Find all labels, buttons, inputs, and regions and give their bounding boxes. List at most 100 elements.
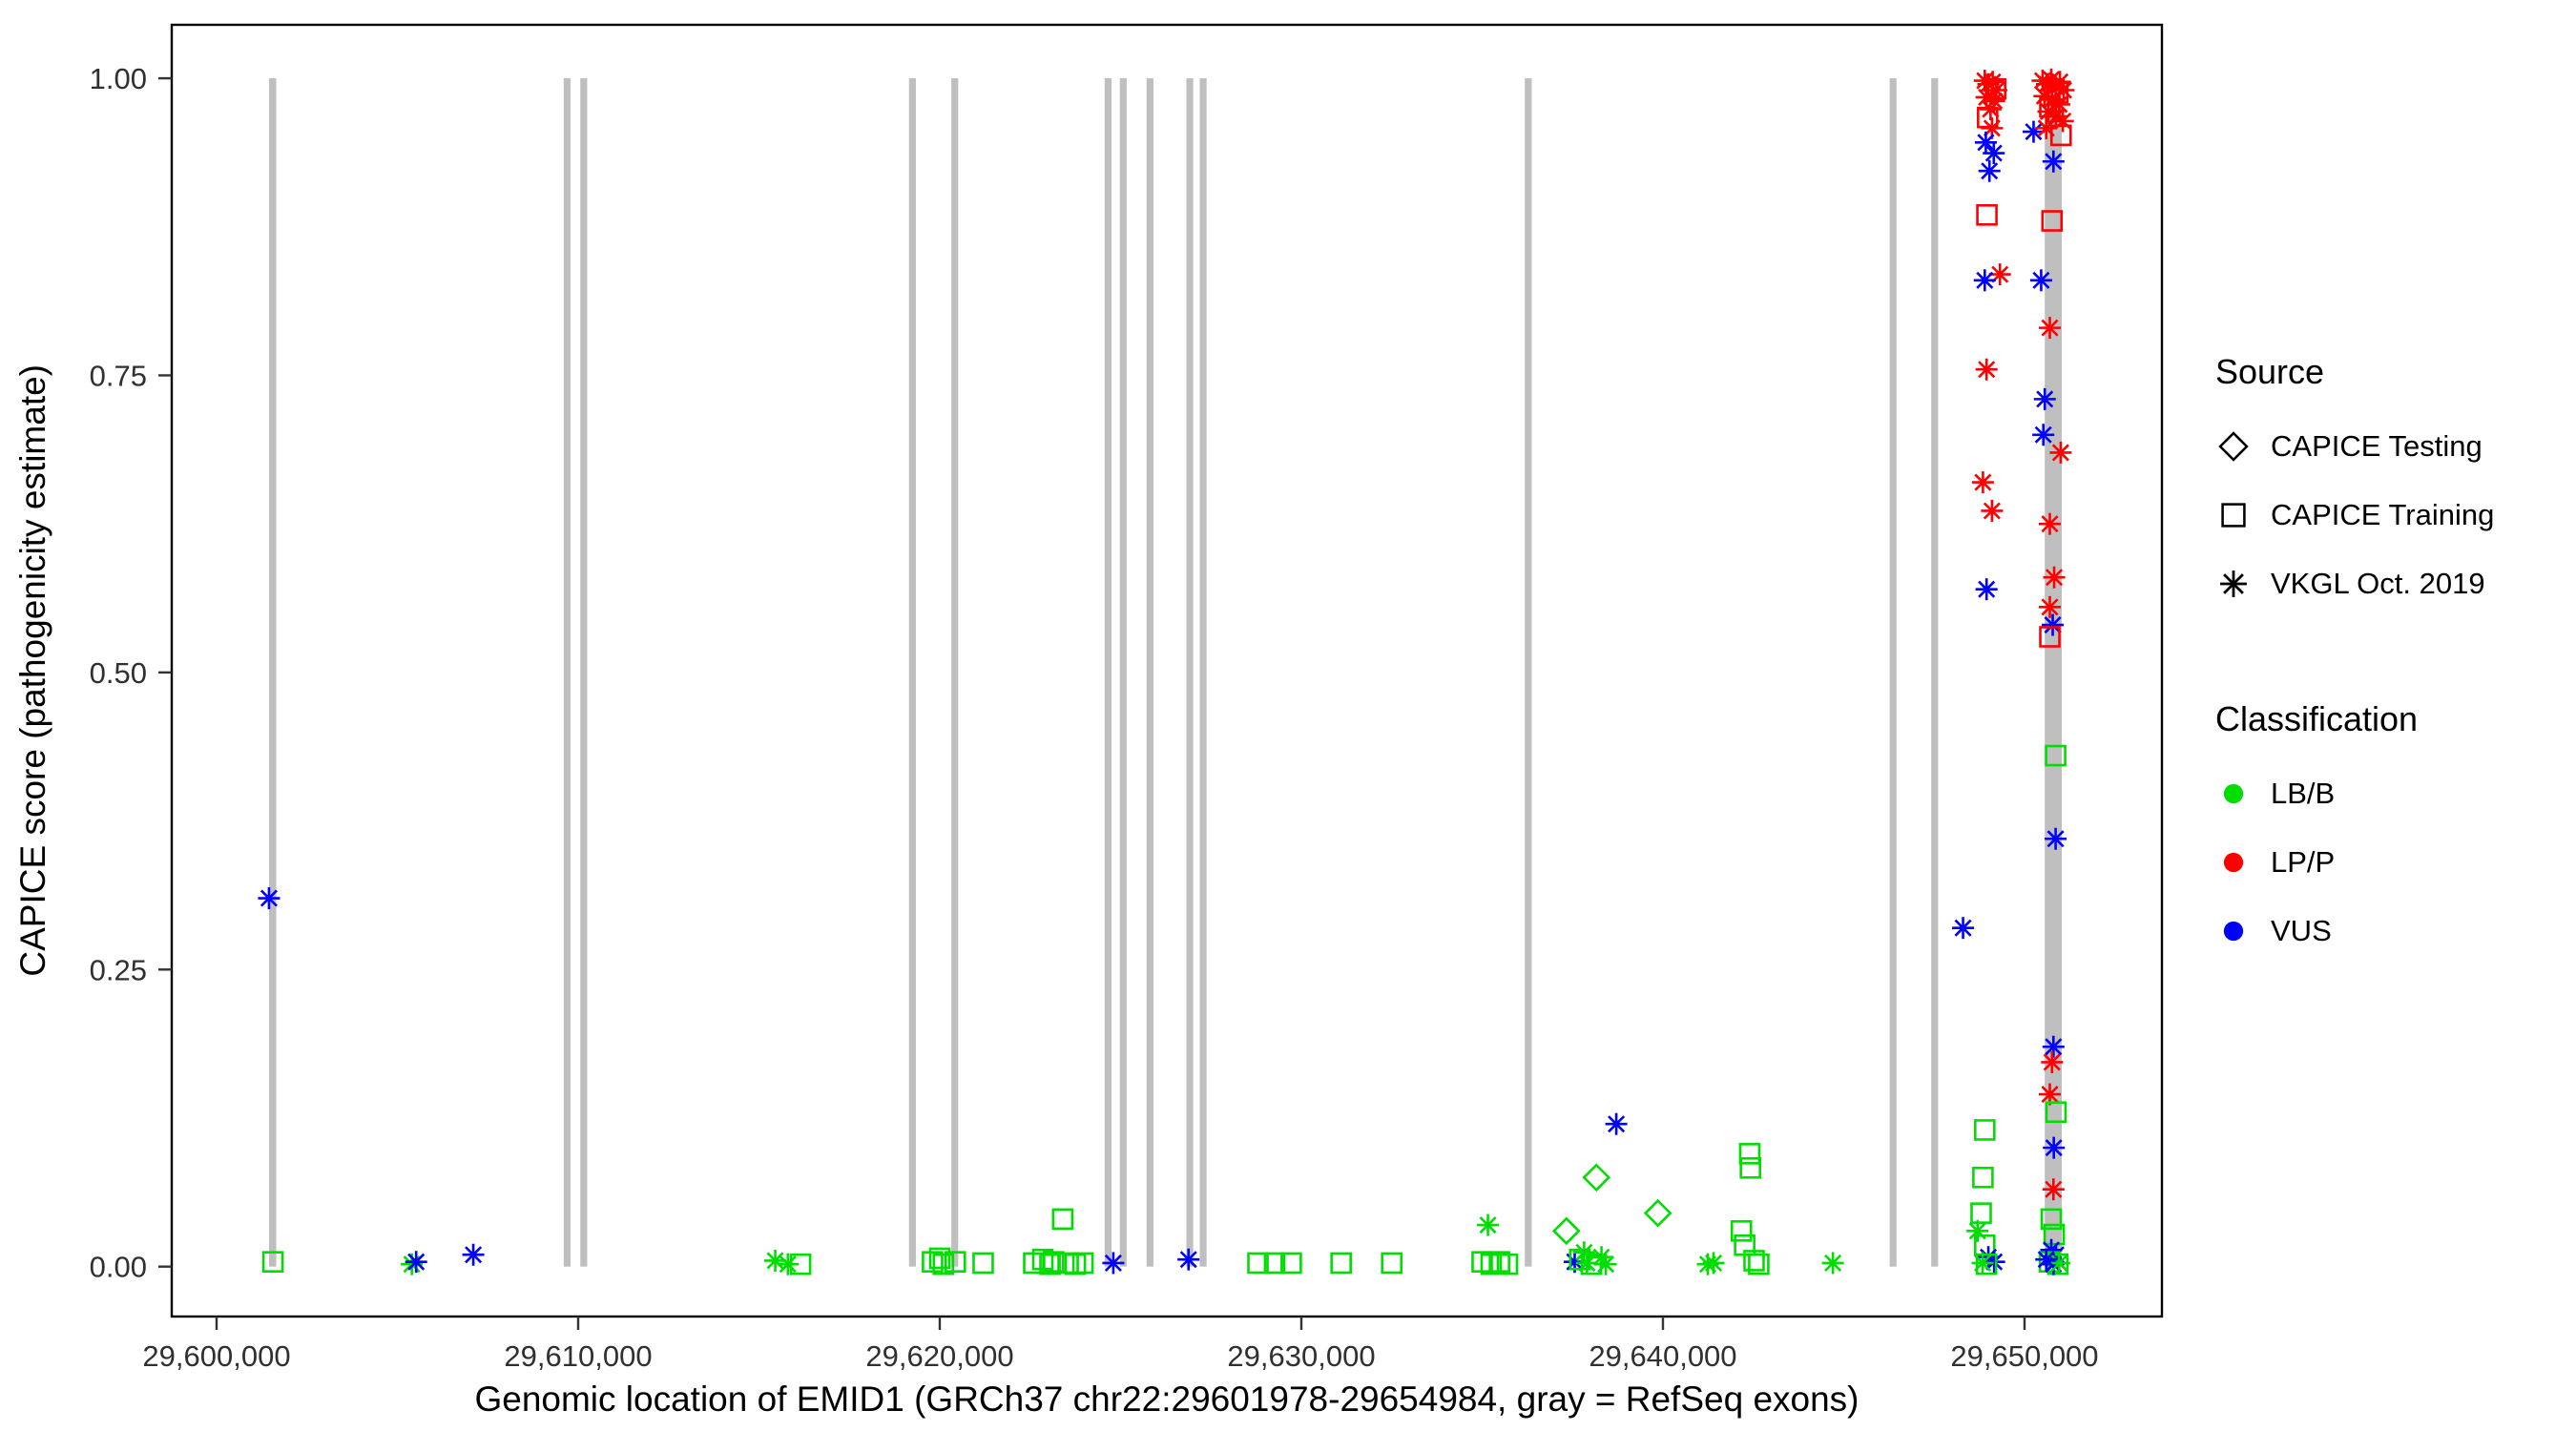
data-point-asterisk — [462, 1243, 485, 1266]
data-point-square — [1976, 204, 1998, 226]
y-tick-label: 0.00 — [90, 1251, 147, 1284]
exon-bar — [1525, 78, 1532, 1267]
legend: Source CAPICE Testing CAPICE Training — [2215, 351, 2494, 965]
classification-dot — [2223, 921, 2244, 942]
data-point-square — [1748, 1253, 1770, 1275]
data-point-asterisk — [2041, 1050, 2064, 1073]
exon-bar — [2045, 78, 2063, 1267]
data-point-asterisk — [1605, 1112, 1628, 1135]
y-tick-label: 0.25 — [90, 953, 147, 986]
data-point-square — [2049, 124, 2072, 147]
x-tick-label: 29,610,000 — [504, 1339, 652, 1373]
legend-item-vus: VUS — [2215, 897, 2494, 965]
asterisk-icon — [2220, 570, 2247, 597]
data-point-square — [1743, 1250, 1765, 1272]
data-point-square — [944, 1251, 966, 1274]
data-point-asterisk — [2022, 120, 2045, 143]
data-point-square — [928, 1247, 951, 1270]
x-tick-label: 29,620,000 — [865, 1339, 1013, 1373]
data-point-asterisk — [1973, 269, 1996, 292]
data-point-square — [2045, 744, 2067, 767]
legend-item-label: VUS — [2271, 914, 2332, 947]
data-point-square — [1031, 1248, 1054, 1271]
exon-bar — [1889, 78, 1897, 1267]
data-point-square — [1064, 1253, 1087, 1275]
data-point-square — [2046, 81, 2069, 104]
data-point-asterisk — [2039, 512, 2062, 535]
data-point-square — [1973, 1119, 1996, 1141]
legend-item-capice-testing: CAPICE Testing — [2215, 412, 2494, 481]
data-point-diamond — [1551, 1216, 1581, 1246]
data-point-square — [932, 1253, 955, 1275]
legend-item-lpp: LP/P — [2215, 828, 2494, 897]
data-point-asterisk — [2039, 595, 2062, 618]
x-tick-label: 29,630,000 — [1227, 1339, 1375, 1373]
data-point-asterisk — [2042, 1035, 2065, 1058]
y-tick-label: 1.00 — [90, 62, 147, 95]
data-point-asterisk — [2045, 827, 2067, 850]
data-point-square — [1730, 1220, 1753, 1242]
data-point-square — [1739, 1156, 1762, 1179]
data-point-asterisk — [405, 1251, 427, 1274]
data-point-square — [1247, 1252, 1269, 1275]
data-point-asterisk — [2042, 150, 2065, 173]
data-point-square — [1972, 1166, 1994, 1189]
x-tick-label: 29,600,000 — [142, 1339, 290, 1373]
legend-item-label: VKGL Oct. 2019 — [2271, 567, 2485, 600]
exon-bar — [1186, 78, 1194, 1267]
data-point-square — [1280, 1252, 1302, 1275]
data-point-asterisk — [2035, 1248, 2058, 1271]
legend-item-capice-training: CAPICE Training — [2215, 481, 2494, 550]
data-point-asterisk — [1984, 79, 2007, 102]
data-point-square — [2039, 95, 2061, 118]
legend-source-title: Source — [2215, 352, 2325, 391]
data-point-square — [972, 1252, 994, 1275]
data-point-asterisk — [2039, 317, 2062, 340]
data-point-square — [922, 1251, 944, 1274]
data-point-asterisk — [1594, 1253, 1617, 1275]
exon-bar — [1119, 78, 1127, 1267]
data-point-square — [1984, 77, 2006, 100]
exon-bar — [951, 78, 959, 1267]
vus-dot-icon — [2223, 921, 2244, 942]
data-point-asterisk — [1572, 1241, 1595, 1264]
exon-bar — [580, 78, 588, 1267]
data-point-asterisk — [1966, 1219, 1989, 1242]
data-point-asterisk — [2043, 566, 2066, 589]
data-point-asterisk — [2042, 1178, 2065, 1201]
data-point-asterisk — [2035, 116, 2058, 139]
data-point-asterisk — [2043, 1136, 2066, 1159]
data-point-asterisk — [2039, 1083, 2062, 1106]
data-point-asterisk — [1952, 917, 1975, 940]
exon-bar — [563, 78, 571, 1267]
data-point-square — [1970, 1202, 1992, 1224]
data-point-asterisk — [1981, 499, 2004, 522]
data-point-square — [789, 1253, 812, 1275]
data-point-diamond — [1643, 1198, 1672, 1228]
data-point-asterisk — [2042, 613, 2065, 636]
legend-item-lbb: LB/B — [2215, 759, 2494, 828]
legend-item-label: LB/B — [2271, 777, 2336, 810]
data-point-asterisk — [258, 887, 280, 910]
exon-bar — [1104, 78, 1112, 1267]
exon-bar — [268, 78, 277, 1267]
data-point-square — [1071, 1252, 1094, 1275]
legend-item-label: LP/P — [2271, 845, 2336, 879]
x-axis-title: Genomic location of EMID1 (GRCh37 chr22:… — [474, 1379, 1859, 1419]
panel-border — [170, 23, 2164, 1318]
data-point-square — [261, 1251, 284, 1274]
y-tick-label: 0.75 — [90, 359, 147, 392]
diamond-icon — [2218, 431, 2249, 462]
data-point-asterisk — [1702, 1252, 1725, 1275]
x-tick-label: 29,640,000 — [1589, 1339, 1736, 1373]
data-point-square — [1057, 1252, 1079, 1275]
data-point-asterisk — [1477, 1213, 1500, 1236]
data-point-asterisk — [1177, 1248, 1200, 1271]
data-point-square — [2039, 626, 2061, 648]
data-point-asterisk — [2047, 1252, 2070, 1275]
data-point-square — [2040, 1208, 2063, 1231]
legend-item-label: CAPICE Testing — [2271, 429, 2483, 463]
data-point-asterisk — [2032, 424, 2055, 446]
data-point-asterisk — [777, 1253, 800, 1275]
